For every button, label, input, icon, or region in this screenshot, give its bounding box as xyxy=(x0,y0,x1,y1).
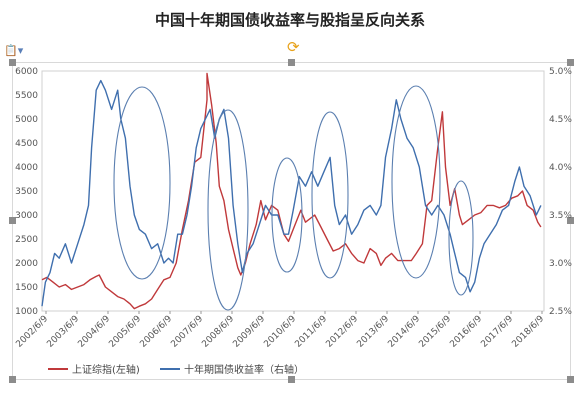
resize-handle-bottom-left[interactable] xyxy=(9,376,16,383)
y-left-tick-label: 2500 xyxy=(15,235,38,245)
x-tick-label: 2005/6/9 xyxy=(107,314,143,350)
bond-yield-line xyxy=(41,79,542,307)
x-tick-label: 2018/6/9 xyxy=(510,314,546,350)
x-tick-label: 2008/6/9 xyxy=(200,314,236,350)
annotation-ellipse xyxy=(391,85,441,279)
y-right-tick-label: 3.0% xyxy=(549,259,572,269)
y-right-tick-label: 4.5% xyxy=(549,115,572,125)
x-tick-label: 2017/6/9 xyxy=(479,314,515,350)
resize-handle-middle-right[interactable] xyxy=(567,217,574,224)
y-left-tick-label: 4000 xyxy=(15,163,38,173)
sse-index-line xyxy=(41,72,542,310)
x-tick-label: 2011/6/9 xyxy=(293,314,329,350)
resize-handle-top-center[interactable] xyxy=(288,59,295,66)
resize-handle-top-left[interactable] xyxy=(9,59,16,66)
annotation-ellipse xyxy=(311,111,349,279)
x-tick-label: 2012/6/9 xyxy=(324,314,360,350)
x-tick-label: 2006/6/9 xyxy=(138,314,174,350)
x-tick-label: 2010/6/9 xyxy=(262,314,298,350)
x-tick-label: 2014/6/9 xyxy=(386,314,422,350)
y-left-tick-label: 6000 xyxy=(15,67,38,77)
annotation-ellipse xyxy=(448,180,474,296)
y-right-tick-label: 5.0% xyxy=(549,67,572,77)
legend-label: 上证综指(左轴) xyxy=(72,363,140,376)
chart-title: 中国十年期国债收益率与股指呈反向关系 xyxy=(154,11,425,29)
annotation-ellipse xyxy=(207,109,249,311)
annotation-ellipse xyxy=(271,157,303,273)
x-tick-label: 2007/6/9 xyxy=(169,314,205,350)
plot-area xyxy=(41,70,545,312)
resize-handle-middle-left[interactable] xyxy=(9,217,16,224)
rotate-handle-icon[interactable]: ⟳ xyxy=(287,38,300,56)
y-right-tick-label: 2.5% xyxy=(549,307,572,317)
y-right-tick-label: 3.5% xyxy=(549,211,572,221)
x-tick-label: 2003/6/9 xyxy=(45,314,81,350)
paste-options-icon[interactable]: 📋▾ xyxy=(4,44,24,57)
annotation-ellipse xyxy=(113,86,171,280)
resize-handle-bottom-center[interactable] xyxy=(288,376,295,383)
y-right-tick-label: 4.0% xyxy=(549,163,572,173)
x-tick-label: 2016/6/9 xyxy=(448,314,484,350)
x-tick-label: 2004/6/9 xyxy=(76,314,112,350)
y-left-tick-label: 5000 xyxy=(15,115,38,125)
y-left-tick-label: 1500 xyxy=(15,283,38,293)
y-left-tick-label: 3000 xyxy=(15,211,38,221)
y-left-tick-label: 3500 xyxy=(15,187,38,197)
x-tick-label: 2002/6/9 xyxy=(14,314,50,350)
y-left-tick-label: 5500 xyxy=(15,91,38,101)
y-left-tick-label: 4500 xyxy=(15,139,38,149)
resize-handle-top-right[interactable] xyxy=(567,59,574,66)
legend-label: 十年期国债收益率（右轴） xyxy=(184,363,304,376)
y-left-tick-label: 1000 xyxy=(15,307,38,317)
x-tick-label: 2009/6/9 xyxy=(231,314,267,350)
x-tick-label: 2015/6/9 xyxy=(417,314,453,350)
resize-handle-bottom-right[interactable] xyxy=(567,376,574,383)
y-left-tick-label: 2000 xyxy=(15,259,38,269)
x-tick-label: 2013/6/9 xyxy=(355,314,391,350)
